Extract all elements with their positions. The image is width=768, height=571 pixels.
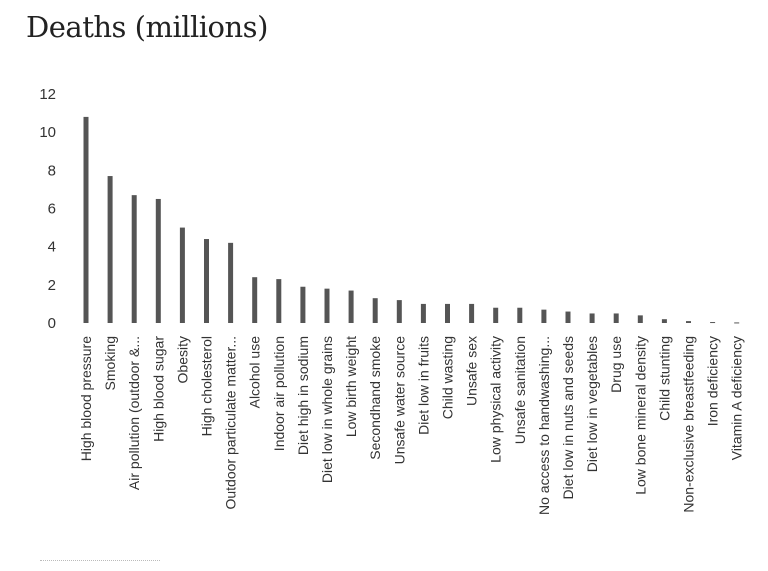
bar xyxy=(565,311,571,323)
bar xyxy=(131,195,137,323)
bar xyxy=(517,307,523,323)
y-tick-label: 0 xyxy=(48,315,56,332)
y-tick-label: 10 xyxy=(39,124,56,141)
y-tick-label: 4 xyxy=(48,239,56,256)
x-category-label: High blood sugar xyxy=(150,336,166,442)
x-category-label: Non-exclusive breastfeeding xyxy=(681,336,697,513)
x-category-label: Drug use xyxy=(608,336,624,393)
bar xyxy=(469,303,475,323)
y-tick-label: 2 xyxy=(48,277,56,294)
bar xyxy=(661,319,667,323)
x-category-label: Diet high in sodium xyxy=(295,336,311,455)
x-category-label: Diet low in nuts and seeds xyxy=(560,336,576,499)
bar xyxy=(445,303,450,323)
x-category-label: Iron deficiency xyxy=(705,336,721,426)
bar xyxy=(372,298,378,323)
bar xyxy=(179,227,185,323)
x-category-label: Secondhand smoke xyxy=(367,336,383,460)
x-category-label: Child wasting xyxy=(440,336,456,419)
y-tick-label: 8 xyxy=(48,162,56,179)
bar xyxy=(252,277,258,323)
bar xyxy=(541,309,547,323)
bar xyxy=(493,307,499,323)
x-category-label: Indoor air pollution xyxy=(271,336,287,451)
bar xyxy=(107,176,113,323)
x-category-label: High cholesterol xyxy=(199,336,215,436)
bar xyxy=(396,300,402,323)
bar xyxy=(710,322,716,324)
y-tick-label: 6 xyxy=(48,201,56,218)
bar xyxy=(348,290,354,323)
x-category-label: Outdoor particulate matter... xyxy=(223,336,239,510)
bar xyxy=(204,239,209,323)
bar xyxy=(589,313,595,323)
x-category-label: Vitamin A deficiency xyxy=(729,336,745,460)
x-category-label: Air pollution (outdoor &... xyxy=(126,336,142,490)
bar xyxy=(300,286,306,323)
x-category-label: Alcohol use xyxy=(247,336,263,409)
bar xyxy=(83,116,89,324)
bar xyxy=(324,288,330,323)
bar xyxy=(734,322,740,324)
x-axis-labels: High blood pressure Smoking Air pollution … xyxy=(78,336,745,515)
x-category-label: Diet low in vegetables xyxy=(584,336,600,472)
bar xyxy=(228,242,234,323)
x-category-label: Low physical activity xyxy=(488,336,504,463)
bars xyxy=(83,116,740,324)
bar xyxy=(686,321,691,323)
x-category-label: Diet low in whole grains xyxy=(319,336,335,483)
chart-title: Deaths (millions) xyxy=(26,10,268,44)
bar xyxy=(613,313,619,323)
x-category-label: Child stunting xyxy=(656,336,672,421)
bar xyxy=(276,279,282,323)
bar xyxy=(155,198,161,323)
x-category-label: Unsafe sanitation xyxy=(512,336,528,444)
bar xyxy=(637,315,643,323)
x-category-label: Unsafe sex xyxy=(464,336,480,406)
x-category-label: Diet low in fruits xyxy=(415,336,431,435)
y-tick-label: 12 xyxy=(39,86,56,103)
source-note-fragment xyxy=(40,560,160,569)
bar xyxy=(420,303,426,323)
x-category-label: Unsafe water source xyxy=(391,336,407,465)
x-category-label: Obesity xyxy=(174,336,190,383)
x-category-label: Low bone mineral density xyxy=(632,336,648,495)
x-category-label: Low birth weight xyxy=(343,336,359,437)
x-category-label: Smoking xyxy=(102,336,118,390)
x-category-label: No access to handwashing... xyxy=(536,336,552,515)
y-axis-ticks: 0 2 4 6 8 10 12 xyxy=(39,86,56,332)
x-category-label: High blood pressure xyxy=(78,336,94,462)
